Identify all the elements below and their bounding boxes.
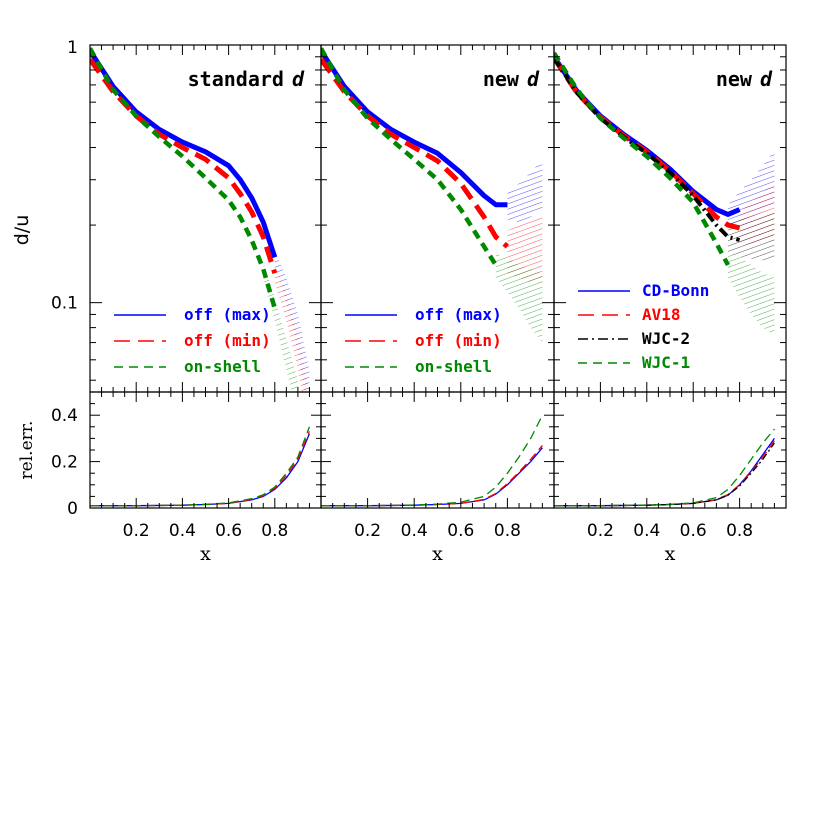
x-tick-label: 0.6 — [447, 521, 474, 541]
rel-err-line-on-shell — [90, 426, 311, 507]
series-line-wjc-1 — [554, 51, 730, 267]
x-axis-label: x — [432, 543, 443, 565]
series-line-off-max- — [90, 49, 278, 259]
legend-label: off (max) — [184, 305, 271, 324]
x-tick-label: 0.6 — [215, 521, 242, 541]
rel-err-line-wjc-1 — [554, 428, 775, 507]
y-axis-label: rel.err. — [17, 421, 37, 480]
panel-label-variable: d — [292, 67, 305, 91]
x-tick-label: 0.2 — [587, 521, 614, 541]
series-line-off-max- — [321, 49, 508, 208]
band-wjc-1 — [728, 253, 775, 335]
series-line-wjc-2 — [554, 56, 741, 242]
series-line-on-shell — [321, 47, 498, 267]
panel-label-text: standard — [188, 67, 284, 91]
lower-panel-2-curves — [321, 414, 543, 507]
band-off-min- — [274, 265, 310, 392]
x-tick-label: 0.4 — [169, 521, 196, 541]
y-tick-label: 0.4 — [51, 406, 78, 426]
panel-label-text: new — [716, 67, 753, 91]
y-tick-label: 0.1 — [51, 294, 78, 314]
panel-label: standard d — [188, 67, 305, 91]
legend-label: off (min) — [184, 331, 271, 350]
legend-label: AV18 — [642, 305, 681, 324]
x-tick-label: 0.8 — [261, 521, 288, 541]
panel-3-curves — [554, 51, 741, 267]
uncertainty-bands — [263, 150, 775, 392]
lower-panel-1-curves — [90, 426, 311, 507]
panel-label-variable: d — [527, 67, 540, 91]
x-tick-label: 0.6 — [680, 521, 707, 541]
panel-label: new d — [716, 67, 773, 91]
x-tick-label: 0.4 — [633, 521, 660, 541]
panel-label-variable: d — [760, 67, 773, 91]
panel-1-bands — [263, 250, 310, 392]
x-tick-label: 0.2 — [123, 521, 150, 541]
band-off-max- — [507, 159, 543, 223]
y-tick-label: 1 — [67, 38, 78, 58]
panel-label-text: new — [483, 67, 520, 91]
legend-label: on-shell — [184, 357, 261, 376]
band-on-shell — [263, 261, 298, 392]
panel-2-bands — [495, 159, 543, 343]
curves — [90, 47, 775, 507]
rel-err-line-off-max- — [90, 433, 311, 507]
rel-err-line-on-shell — [321, 414, 543, 507]
series-line-on-shell — [90, 47, 277, 310]
x-axis-label: x — [200, 543, 211, 565]
series-line-av18 — [554, 56, 741, 231]
labels: standard d new d new d10.1d/u0.40.20rel.err.0… — [11, 38, 773, 565]
lower-panel-3-curves — [554, 428, 775, 507]
legend-label: WJC-1 — [642, 353, 690, 372]
series-line-cd-bonn — [554, 55, 741, 217]
rel-err-line-off-min- — [90, 431, 311, 507]
rel-err-line-off-min- — [321, 444, 543, 507]
rel-err-line-wjc-2 — [554, 442, 775, 507]
x-tick-label: 0.2 — [354, 521, 381, 541]
x-tick-label: 0.8 — [726, 521, 753, 541]
legend-label: off (min) — [415, 331, 502, 350]
series-line-off-min- — [321, 57, 510, 249]
x-tick-label: 0.8 — [494, 521, 521, 541]
panel-1-curves — [90, 47, 278, 310]
y-tick-label: 0 — [67, 499, 78, 519]
band-on-shell — [495, 253, 543, 343]
lower-panel-frame — [89, 391, 322, 509]
y-tick-label: 0.2 — [51, 453, 78, 473]
lower-panel-frame — [553, 391, 787, 509]
legend-label: off (max) — [415, 305, 502, 324]
rel-err-line-off-max- — [321, 447, 543, 507]
legend-label: WJC-2 — [642, 329, 690, 348]
y-axis-label: d/u — [11, 215, 33, 246]
series-line-off-min- — [90, 57, 278, 275]
x-tick-label: 0.4 — [401, 521, 428, 541]
x-axis-label: x — [665, 543, 676, 565]
panel-label: new d — [483, 67, 540, 91]
panel-3-bands — [728, 150, 775, 335]
lower-panel-frame — [320, 391, 555, 509]
legend-label: on-shell — [415, 357, 492, 376]
panel-2-curves — [321, 47, 510, 267]
legend-label: CD-Bonn — [642, 281, 709, 300]
axes — [89, 44, 787, 509]
band-wjc-2 — [728, 211, 775, 262]
